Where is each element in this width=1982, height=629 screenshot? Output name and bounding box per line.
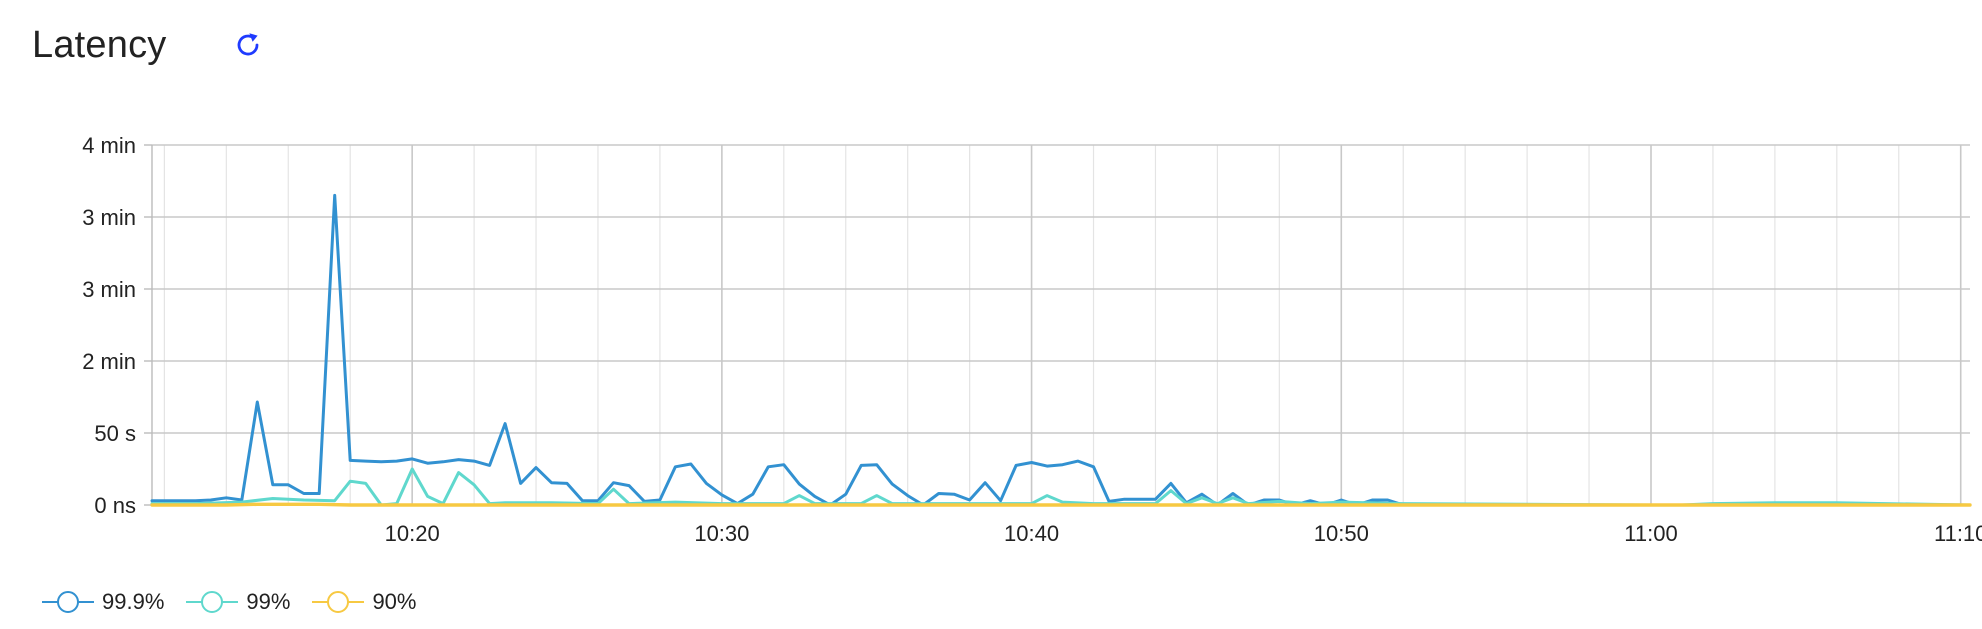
x-tick-label: 10:50 — [1314, 521, 1369, 546]
y-tick-label: 50 s — [94, 421, 136, 446]
x-tick-label: 10:40 — [1004, 521, 1059, 546]
chart-title: Latency — [32, 23, 167, 66]
chart-header: Latency — [32, 18, 265, 72]
chart-legend: 99.9% 99% 90% — [42, 584, 416, 620]
legend-item[interactable]: 99.9% — [42, 588, 164, 616]
series-line — [150, 502, 1972, 507]
y-tick-label: 2 min — [82, 349, 136, 374]
refresh-icon[interactable] — [231, 28, 265, 62]
refresh-glyph — [237, 33, 258, 56]
y-tick-label: 3 min — [82, 277, 136, 302]
x-tick-label: 10:30 — [694, 521, 749, 546]
x-tick-label: 11:10 — [1934, 521, 1982, 546]
legend-marker-icon — [312, 591, 365, 613]
y-tick-label: 0 ns — [94, 493, 136, 518]
legend-marker-icon — [186, 591, 239, 613]
legend-label: 99% — [246, 589, 291, 614]
legend-marker-icon — [42, 591, 94, 613]
grid-lines — [144, 144, 1970, 506]
y-tick-label: 4 min — [82, 133, 136, 158]
series-line — [150, 467, 1972, 507]
legend-label: 99.9% — [102, 589, 165, 614]
legend-item[interactable]: 99% — [186, 588, 290, 616]
y-tick-label: 3 min — [82, 205, 136, 230]
legend-label: 90% — [372, 589, 417, 614]
x-tick-label: 10:20 — [385, 521, 440, 546]
legend-item[interactable]: 90% — [312, 588, 416, 616]
series-line — [150, 193, 1972, 507]
x-tick-label: 11:00 — [1624, 521, 1677, 546]
